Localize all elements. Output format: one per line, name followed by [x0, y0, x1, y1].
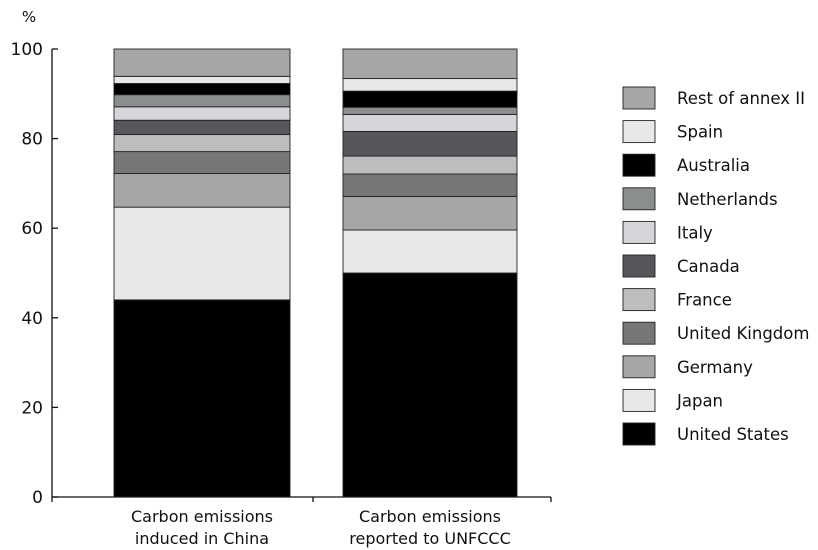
bar-segment [113, 106, 291, 121]
legend-swatch [622, 254, 656, 278]
legend-label: Netherlands [677, 190, 778, 209]
legend-swatch [622, 86, 656, 110]
bar-segment [342, 113, 518, 132]
legend-swatch [622, 153, 656, 177]
bar-segment [113, 206, 291, 301]
bar-segment [342, 195, 518, 231]
bar-segment [113, 83, 291, 96]
bar-segment [113, 119, 291, 136]
legend-swatch [622, 388, 656, 412]
bar-segment [342, 272, 518, 498]
y-axis-unit-label: % [22, 8, 36, 26]
bar-segment [342, 155, 518, 175]
legend-swatch [622, 120, 656, 144]
legend-swatch [622, 220, 656, 244]
bar-segment [342, 106, 518, 115]
legend-swatch [622, 355, 656, 379]
legend-swatch [622, 288, 656, 312]
legend-label: Germany [677, 358, 753, 377]
y-tick-label: 40 [21, 309, 43, 329]
bar-segment [342, 130, 518, 157]
category-label: Carbon emissions induced in China [131, 507, 273, 548]
bar-segment [113, 134, 291, 153]
bars [113, 48, 518, 498]
bar-segment [342, 173, 518, 197]
legend-label: Rest of annex II [677, 89, 805, 108]
y-tick-label: 80 [21, 130, 43, 150]
bar-segment [113, 299, 291, 498]
category-labels: Carbon emissions induced in China Carbon e… [131, 507, 511, 548]
y-tick-label: 20 [21, 398, 43, 418]
legend-label: Canada [677, 257, 740, 276]
category-label: Carbon emissions reported to UNFCCC [349, 507, 511, 548]
legend-swatch [622, 321, 656, 345]
bar-segment [113, 94, 291, 108]
bar-segment [342, 78, 518, 92]
bar-segment [113, 173, 291, 208]
legend-label: Spain [677, 123, 723, 142]
bar-segment [342, 90, 518, 108]
legend-label: Japan [676, 391, 723, 410]
bar-segment [113, 48, 291, 77]
legend-label: United States [677, 425, 789, 444]
y-tick-label: 0 [32, 488, 43, 508]
bar-segment [113, 151, 291, 174]
legend-label: France [677, 291, 732, 310]
legend: Rest of annex II Spain Australia Netherland… [622, 86, 809, 446]
bar-segment [342, 229, 518, 274]
legend-label: United Kingdom [677, 324, 809, 343]
legend-swatch [622, 422, 656, 446]
legend-swatch [622, 187, 656, 211]
bar-segment [342, 48, 518, 80]
legend-label: Australia [677, 156, 750, 175]
y-tick-label: 100 [11, 40, 43, 60]
bar-segment [113, 75, 291, 84]
y-tick-label: 60 [21, 219, 43, 239]
legend-label: Italy [677, 223, 713, 242]
